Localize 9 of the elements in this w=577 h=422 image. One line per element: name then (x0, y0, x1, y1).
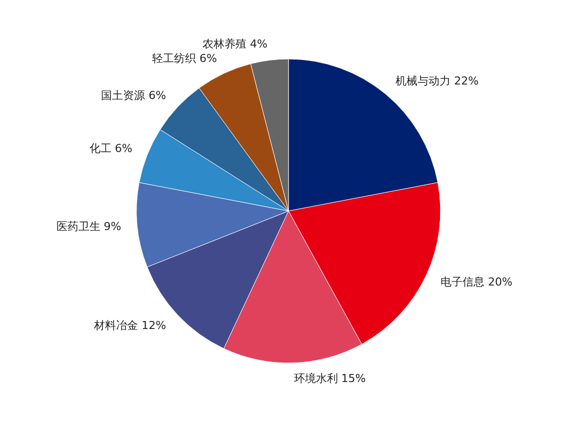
slice-label: 环境水利 15% (294, 372, 366, 385)
slice-label: 国土资源 6% (101, 88, 166, 102)
slice-label: 轻工纺织 6% (152, 52, 217, 65)
slice-label: 机械与动力 22% (396, 74, 479, 88)
slice-label: 化工 6% (89, 142, 132, 156)
slice-label: 材料冶金 12% (93, 319, 166, 332)
slice-label: 农林养殖 4% (202, 37, 268, 50)
slice-label: 电子信息 20% (440, 276, 512, 289)
slice-label: 医药卫生 9% (56, 220, 122, 233)
